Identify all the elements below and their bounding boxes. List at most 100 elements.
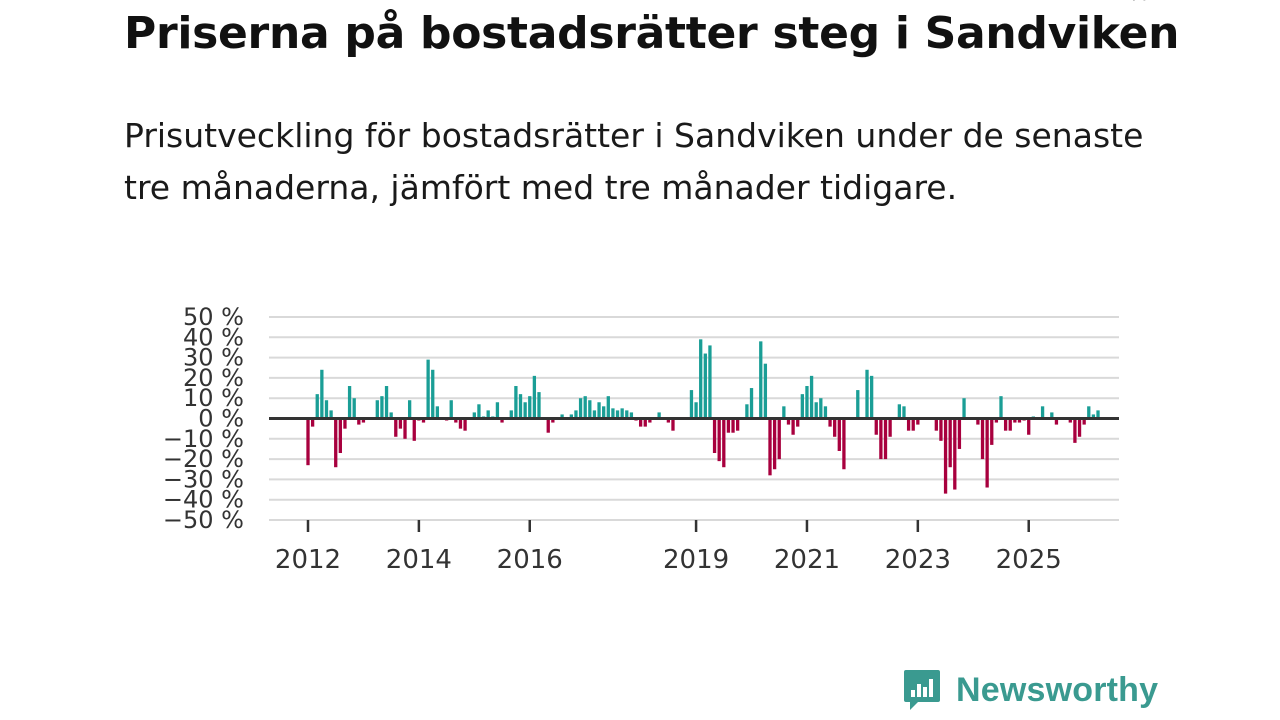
bar bbox=[458, 418, 463, 429]
bar bbox=[689, 390, 694, 419]
bar bbox=[911, 418, 915, 431]
bar bbox=[551, 418, 555, 423]
y-tick-label: −30 % bbox=[163, 465, 244, 493]
bar bbox=[809, 375, 814, 419]
bar bbox=[819, 398, 823, 419]
bar bbox=[583, 396, 587, 419]
bar bbox=[597, 402, 601, 419]
bar bbox=[953, 418, 957, 490]
bar bbox=[948, 418, 952, 468]
bar bbox=[902, 406, 906, 419]
bar bbox=[717, 418, 721, 462]
bar bbox=[514, 386, 518, 419]
bar bbox=[560, 414, 564, 419]
data-label: 4 % bbox=[1107, 0, 1149, 6]
bar bbox=[324, 400, 329, 419]
bar bbox=[1003, 418, 1008, 431]
bar bbox=[768, 418, 772, 476]
y-tick-label: 50 % bbox=[183, 303, 244, 331]
bar bbox=[1017, 418, 1022, 423]
newsworthy-logo-text: Newsworthy bbox=[956, 670, 1159, 709]
bar bbox=[620, 408, 624, 419]
y-tick-label: −10 % bbox=[163, 425, 244, 453]
x-tick-label: 2023 bbox=[885, 545, 951, 575]
bar bbox=[528, 396, 532, 419]
bar bbox=[435, 406, 440, 419]
bar bbox=[1082, 418, 1086, 425]
bar bbox=[962, 398, 966, 419]
x-tick-label: 2025 bbox=[996, 545, 1062, 575]
bar bbox=[602, 406, 606, 419]
bar bbox=[745, 404, 749, 419]
y-tick-label: 0 % bbox=[198, 405, 244, 433]
bar bbox=[980, 418, 985, 460]
bar bbox=[726, 418, 731, 433]
bar bbox=[1077, 418, 1082, 437]
y-tick-label: 10 % bbox=[183, 384, 244, 412]
y-tick-label: 40 % bbox=[183, 323, 244, 351]
bar bbox=[537, 392, 541, 419]
bar bbox=[657, 412, 661, 419]
bar bbox=[1096, 410, 1100, 419]
bar bbox=[994, 418, 999, 423]
x-tick-label: 2014 bbox=[386, 545, 452, 575]
bar bbox=[1091, 414, 1096, 419]
bar bbox=[1073, 418, 1077, 443]
bar bbox=[833, 418, 837, 437]
x-tick-label: 2019 bbox=[663, 545, 729, 575]
bar bbox=[315, 394, 319, 419]
bar bbox=[310, 418, 315, 427]
bar bbox=[638, 418, 643, 427]
bar bbox=[546, 418, 550, 433]
bar bbox=[329, 410, 333, 419]
bar bbox=[1008, 418, 1012, 431]
y-axis-ticks: 50 %40 %30 %20 %10 %0 %−10 %−20 %−30 %−4… bbox=[163, 303, 244, 534]
bar bbox=[375, 400, 379, 419]
bar bbox=[569, 414, 573, 419]
bar bbox=[722, 418, 726, 468]
bar bbox=[999, 396, 1003, 419]
bar bbox=[1068, 418, 1072, 423]
chart-subtitle: Prisutveckling för bostadsrätter i Sandv… bbox=[124, 116, 1144, 207]
y-tick-label: −20 % bbox=[163, 445, 244, 473]
x-tick-label: 2016 bbox=[497, 545, 563, 575]
newsworthy-logo: Newsworthy bbox=[902, 668, 1158, 712]
bar bbox=[518, 394, 523, 419]
bar bbox=[777, 418, 781, 460]
bar bbox=[574, 410, 578, 419]
bar bbox=[1013, 418, 1017, 423]
bar bbox=[943, 418, 948, 494]
bar bbox=[772, 418, 777, 470]
bar bbox=[699, 339, 703, 419]
x-tick-label: 2021 bbox=[774, 545, 840, 575]
bar bbox=[320, 369, 324, 419]
bar bbox=[731, 418, 735, 433]
bar bbox=[606, 396, 610, 419]
bar bbox=[791, 418, 795, 435]
bar bbox=[625, 410, 629, 419]
bar bbox=[486, 410, 490, 419]
x-axis-ticks: 2012 2014 2016 2019 2021 2023 2025 bbox=[275, 520, 1062, 575]
bar bbox=[823, 406, 828, 419]
bar bbox=[837, 418, 841, 451]
bar-chart: 50 %40 %30 %20 %10 %0 %−10 %−20 %−30 %−4… bbox=[163, 0, 1149, 575]
bar bbox=[759, 341, 763, 419]
bar bbox=[588, 400, 592, 419]
bar bbox=[495, 402, 500, 419]
bar bbox=[976, 418, 980, 425]
bar bbox=[712, 418, 717, 454]
bar bbox=[648, 418, 652, 423]
bar bbox=[338, 418, 342, 454]
bar bbox=[916, 418, 920, 425]
bar bbox=[592, 410, 597, 419]
y-tick-label: −40 % bbox=[163, 486, 244, 514]
y-tick-label: 20 % bbox=[183, 364, 244, 392]
bar bbox=[407, 400, 412, 419]
bar bbox=[629, 412, 634, 419]
bar bbox=[1054, 418, 1059, 425]
bar bbox=[463, 418, 467, 431]
bar bbox=[800, 394, 804, 419]
bar bbox=[500, 418, 504, 423]
bar bbox=[842, 418, 846, 470]
bar bbox=[786, 418, 791, 425]
